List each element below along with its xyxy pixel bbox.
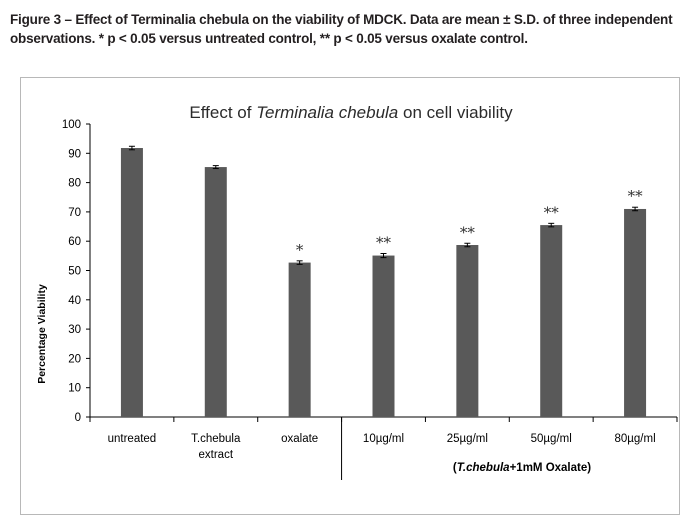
group-label: (T.chebula+1mM Oxalate)	[453, 462, 591, 474]
y-tick-label-6: 60	[68, 236, 81, 248]
x-category-label-0: untreated	[108, 433, 157, 445]
bar-1	[204, 167, 227, 417]
chart-title-italic: Terminalia chebula	[256, 103, 398, 122]
group-label-italic: T.chebula	[457, 462, 510, 474]
chart-title-suffix: on cell viability	[398, 103, 513, 122]
y-tick-label-4: 40	[68, 295, 81, 307]
x-category-label-5: 50µg/ml	[531, 433, 572, 445]
significance-mark-3: **	[376, 234, 392, 252]
bar-4	[456, 245, 479, 417]
x-category-label-1-line1: extract	[199, 449, 234, 461]
y-tick-label-10: 100	[62, 119, 81, 131]
significance-mark-2: *	[296, 241, 304, 259]
figure-caption: Figure 3 – Effect of Terminalia chebula …	[10, 12, 673, 46]
y-tick-label-7: 70	[68, 207, 81, 219]
bar-2	[288, 262, 311, 417]
y-tick-label-1: 10	[68, 383, 81, 395]
chart-frame: Effect of Terminalia chebula on cell via…	[20, 77, 680, 515]
significance-mark-6: **	[628, 187, 644, 205]
group-label-open: (	[453, 462, 457, 474]
x-category-label-2: oxalate	[281, 433, 318, 445]
x-category-label-4: 25µg/ml	[447, 433, 488, 445]
significance-mark-4: **	[460, 223, 476, 241]
y-tick-label-5: 50	[68, 266, 81, 278]
y-axis-label: Percentage Viability	[36, 284, 48, 384]
chart-title-prefix: Effect of	[189, 103, 256, 122]
x-category-label-1: T.chebula	[191, 433, 241, 445]
y-tick-label-2: 20	[68, 353, 81, 365]
x-category-label-3: 10µg/ml	[363, 433, 404, 445]
bar-5	[540, 225, 563, 417]
group-label-rest: +1mM Oxalate)	[510, 462, 592, 474]
bar-0	[120, 148, 143, 417]
significance-mark-5: **	[544, 203, 560, 221]
x-category-label-6: 80µg/ml	[614, 433, 655, 445]
bar-chart: Effect of Terminalia chebula on cell via…	[36, 103, 678, 480]
y-tick-label-0: 0	[75, 412, 81, 424]
bar-6	[624, 208, 647, 417]
chart-title: Effect of Terminalia chebula on cell via…	[189, 103, 513, 122]
y-tick-label-9: 90	[68, 148, 81, 160]
plot-area: 0 10 20 30 40 50 60 70 80 90 100 untreated T.chebula…	[62, 119, 678, 480]
y-tick-label-3: 30	[68, 324, 81, 336]
bar-3	[372, 255, 395, 417]
y-tick-label-8: 80	[68, 178, 81, 190]
